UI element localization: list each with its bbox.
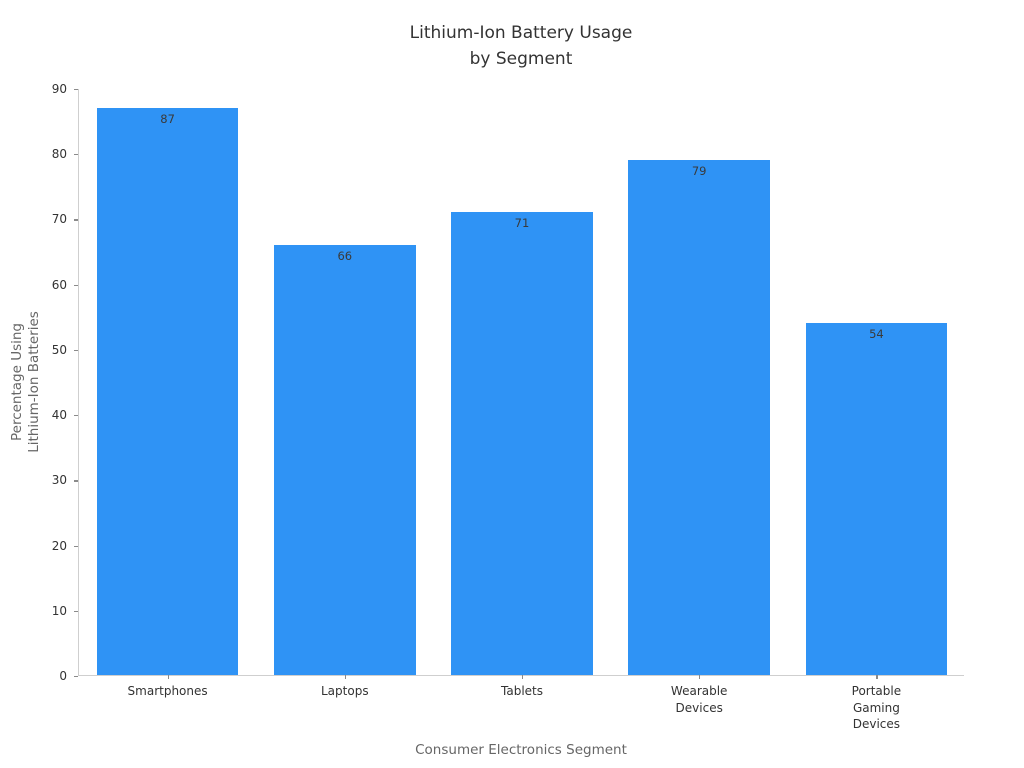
x-tick-mark xyxy=(522,675,524,679)
y-tick-label: 40 xyxy=(51,408,67,423)
y-tick-label: 70 xyxy=(51,212,67,227)
bar-tablets: 71 xyxy=(451,211,593,675)
x-axis-title: Consumer Electronics Segment xyxy=(415,742,627,758)
bar-wearable-devices: 79 xyxy=(628,159,771,675)
y-tick-mark xyxy=(74,89,78,91)
chart-title: Lithium-Ion Battery Usage by Segment xyxy=(409,23,633,69)
y-tick-label: 60 xyxy=(51,277,67,292)
bar-smartphones: 87 xyxy=(96,107,239,675)
y-tick-label: 0 xyxy=(59,669,67,683)
y-tick-mark xyxy=(74,219,78,221)
x-tick-label: Wearable Devices xyxy=(670,684,728,715)
y-tick-label: 10 xyxy=(51,603,67,618)
bar-value-label: 66 xyxy=(337,248,353,263)
x-tick-mark xyxy=(876,675,878,679)
x-tick-mark xyxy=(167,675,169,679)
y-axis-title: Percentage Using Lithium-Ion Batteries xyxy=(9,311,42,453)
y-tick-label: 90 xyxy=(51,82,67,96)
y-tick-label: 30 xyxy=(51,473,67,488)
x-tick-label: Tablets xyxy=(501,684,543,698)
y-tick-mark xyxy=(74,284,78,286)
x-tick-label: Portable Gaming Devices xyxy=(851,684,902,731)
plot-area: 0 10 20 30 40 50 60 70 80 90 87 66 71 79 54 Smartphon… xyxy=(52,82,964,731)
x-tick-mark xyxy=(344,675,346,679)
bar-value-label: 71 xyxy=(514,215,530,230)
bar-portable-gaming-devices: 54 xyxy=(805,322,948,675)
y-tick-mark xyxy=(74,545,78,547)
x-tick-mark xyxy=(699,675,701,679)
y-tick-mark xyxy=(74,415,78,417)
bar-laptops: 66 xyxy=(273,244,416,675)
x-tick-label: Laptops xyxy=(321,684,369,698)
y-tick-mark xyxy=(74,154,78,156)
x-tick-label: Smartphones xyxy=(127,684,208,698)
y-tick-mark xyxy=(74,349,78,352)
y-tick-mark xyxy=(74,676,78,678)
bar-value-label: 54 xyxy=(869,326,884,341)
y-tick-mark xyxy=(74,480,78,482)
bar-value-label: 79 xyxy=(691,163,707,178)
y-tick-mark xyxy=(74,610,78,612)
bar-value-label: 87 xyxy=(160,111,175,126)
y-tick-label: 20 xyxy=(51,538,67,553)
y-tick-label: 50 xyxy=(51,342,67,357)
y-tick-label: 80 xyxy=(51,147,67,162)
